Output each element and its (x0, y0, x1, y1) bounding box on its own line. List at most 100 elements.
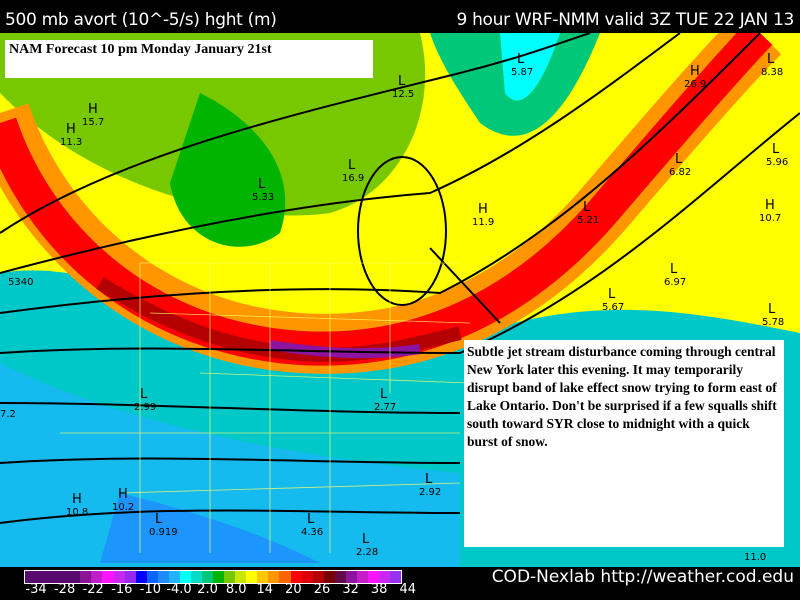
valid-time: 9 hour WRF-NMM valid 3Z TUE 22 JAN 13 (456, 10, 794, 30)
forecast-annotation: Subtle jet stream disturbance coming thr… (464, 340, 784, 547)
legend-tick: 44 (399, 582, 417, 597)
legend-ticks: -34 -28 -22 -16 -10 -4.0 2.0 8.0 14 20 26 32 38 44 (10, 582, 416, 598)
legend-tick: 20 (285, 582, 302, 597)
legend-tick: -10 (139, 582, 162, 597)
color-scale-legend (24, 570, 402, 584)
legend-swatch (334, 571, 346, 583)
legend-swatch (345, 571, 357, 583)
low-marker: L (348, 158, 356, 173)
legend-swatch (47, 571, 59, 583)
low-marker: L (608, 287, 616, 302)
legend-tick: -28 (53, 582, 76, 597)
legend-swatch (224, 571, 236, 583)
center-value: 5.67 (602, 302, 624, 313)
legend-swatch (268, 571, 280, 583)
center-value: 11.0 (744, 552, 766, 563)
legend-tick: 38 (370, 582, 388, 597)
legend-swatch (379, 571, 391, 583)
low-marker: L (155, 512, 163, 527)
low-marker: L (380, 387, 388, 402)
center-value: 2.77 (374, 402, 396, 413)
center-value: 5.33 (252, 192, 274, 203)
high-marker: H (690, 64, 700, 79)
legend-swatch (235, 571, 247, 583)
legend-tick: 32 (342, 582, 359, 597)
center-value: 0.919 (149, 527, 178, 538)
purple-core (269, 340, 421, 359)
legend-swatch (179, 571, 191, 583)
legend-swatch (190, 571, 202, 583)
center-value: 12.5 (392, 89, 414, 100)
legend-tick: 2.0 (197, 582, 218, 597)
legend-swatch (146, 571, 158, 583)
legend-swatch (69, 571, 81, 583)
high-marker: H (66, 122, 76, 137)
legend-swatch (58, 571, 70, 583)
low-marker: L (140, 387, 148, 402)
center-value: 10.8 (66, 507, 88, 518)
legend-tick: 14 (256, 582, 274, 597)
legend-swatch (390, 571, 402, 583)
high-marker: H (88, 102, 98, 117)
legend-swatch (301, 571, 313, 583)
center-value: 2.28 (356, 547, 378, 558)
center-value: 2.99 (134, 402, 156, 413)
legend-swatch (168, 571, 180, 583)
legend-swatch (91, 571, 103, 583)
legend-tick: -34 (25, 582, 47, 597)
high-marker: H (478, 202, 488, 217)
center-value: 6.97 (664, 277, 686, 288)
center-value: 15.7 (82, 117, 104, 128)
center-value: 4.36 (301, 527, 323, 538)
state-borders (60, 262, 471, 553)
legend-swatch (257, 571, 269, 583)
legend-swatch (323, 571, 335, 583)
center-value: 5.21 (577, 215, 599, 226)
cyan-pocket (500, 33, 560, 101)
low-marker: L (307, 512, 315, 527)
low-marker: L (772, 142, 780, 157)
high-marker: H (765, 198, 775, 213)
center-value: 6.82 (669, 167, 691, 178)
legend-tick: -4.0 (166, 582, 192, 597)
center-value: 11.3 (60, 137, 82, 148)
high-marker: H (118, 487, 128, 502)
legend-swatch (102, 571, 114, 583)
center-value: 11.9 (472, 217, 494, 228)
legend-swatch (312, 571, 324, 583)
vorticity-map: L5.87 H26.9L8.38L12.5H15.7H11.3L5.33L16.9… (0, 33, 800, 567)
legend-swatch (113, 571, 125, 583)
legend-swatch (157, 571, 169, 583)
low-marker: L (670, 262, 678, 277)
forecast-title: NAM Forecast 10 pm Monday January 21st (5, 40, 373, 78)
low-marker: L (398, 74, 406, 89)
low-marker: L (425, 472, 433, 487)
credit-text: COD-Nexlab http://weather.cod.edu (491, 567, 794, 587)
center-value: 26.9 (684, 79, 706, 90)
low-marker: L (768, 302, 776, 317)
legend-swatch (367, 571, 379, 583)
legend-tick: 8.0 (225, 582, 247, 597)
legend-swatch (80, 571, 92, 583)
low-marker: L (767, 52, 775, 67)
legend-tick: -22 (82, 582, 104, 597)
legend-swatch (36, 571, 48, 583)
legend-swatch (135, 571, 147, 583)
legend-swatch (356, 571, 368, 583)
center-value: 16.9 (342, 173, 364, 184)
legend-swatch (202, 571, 214, 583)
center-value: 2.92 (419, 487, 441, 498)
low-marker: L (675, 152, 683, 167)
low-marker: L (583, 200, 591, 215)
legend-swatch (25, 571, 37, 583)
low-marker: L (258, 177, 266, 192)
map-labels: L5.87 H26.9L8.38L12.5H15.7H11.3L5.33L16.9… (0, 52, 788, 563)
low-marker: L (517, 52, 525, 67)
center-value: 7.2 (0, 409, 16, 420)
center-value: 5.96 (766, 157, 788, 168)
legend-tick: 26 (313, 582, 331, 597)
center-value: 5.78 (762, 317, 784, 328)
legend-swatch (279, 571, 291, 583)
center-value: 5340 (8, 277, 33, 288)
center-value: 10.7 (759, 213, 781, 224)
